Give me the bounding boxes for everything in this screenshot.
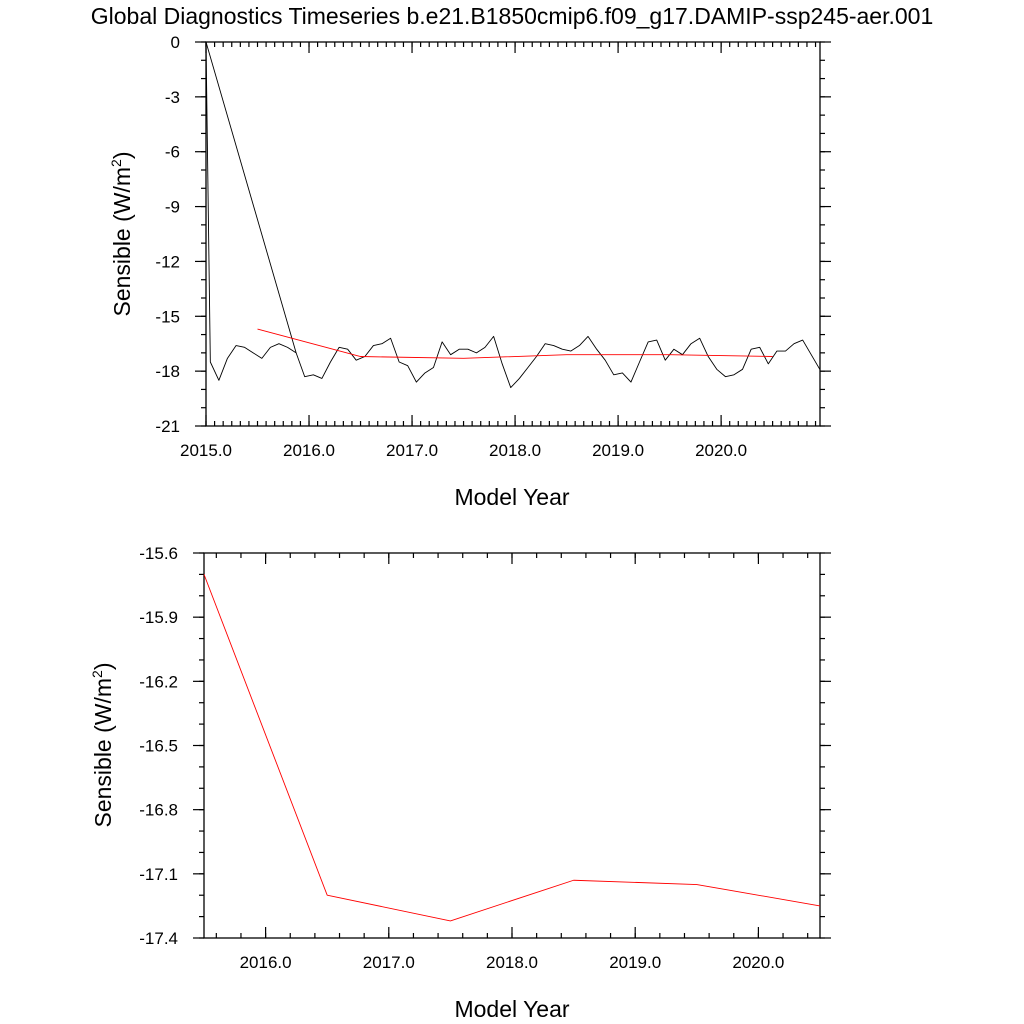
top-x-axis-label: Model Year (454, 484, 569, 510)
bottom-y-axis-label-main: Sensible (W/m (90, 678, 116, 828)
bottom-y-tick-label: -15.9 (139, 608, 178, 627)
bottom-series-layer (203, 574, 821, 922)
top-x-tick-label: 2016.0 (283, 441, 335, 460)
bottom-y-tick-label: -16.8 (139, 801, 178, 820)
top-panel: 2015.0 2016.0 2017.0 2018.0 2019.0 2020.0 -21 -… (108, 33, 831, 510)
bottom-y-tick-label: -15.6 (139, 544, 178, 563)
bottom-x-tick-label: 2017.0 (363, 953, 415, 972)
top-y-tick-label: -9 (165, 198, 180, 217)
top-y-axis-label-main: Sensible (W/m (109, 167, 135, 317)
top-y-tick-label: -12 (155, 252, 180, 271)
top-y-tick-label: -21 (155, 417, 180, 436)
bottom-x-tick-label: 2018.0 (486, 953, 538, 972)
bottom-y-axis-label-close: ) (90, 662, 116, 670)
top-y-tick-label: -6 (165, 143, 180, 162)
bottom-x-tick-label: 2019.0 (609, 953, 661, 972)
bottom-y-tick-label: -16.5 (139, 737, 178, 756)
bottom-y-axis-label-superscript: 2 (89, 670, 105, 678)
top-x-tick-label: 2017.0 (386, 441, 438, 460)
bottom-y-axis-label: Sensible (W/m2) (89, 662, 116, 827)
top-x-tick-label: 2015.0 (180, 441, 232, 460)
bottom-x-tick-label: 2016.0 (240, 953, 292, 972)
bottom-panel: 2016.0 2017.0 2018.0 2019.0 2020.0 -17.4 -17.1… (89, 544, 831, 1022)
top-x-tick-label: 2019.0 (592, 441, 644, 460)
bottom-x-tick-label: 2020.0 (732, 953, 784, 972)
bottom-series-line-0 (203, 574, 821, 922)
bottom-x-axis-label: Model Year (454, 996, 569, 1022)
top-series-layer (205, 41, 821, 389)
bottom-plot-frame (203, 552, 821, 939)
top-axis-ticks: 2015.0 2016.0 2017.0 2018.0 2019.0 2020.0 -21 -… (155, 33, 831, 460)
top-y-tick-label: -18 (155, 362, 180, 381)
top-x-tick-label: 2018.0 (489, 441, 541, 460)
bottom-axis-ticks: 2016.0 2017.0 2018.0 2019.0 2020.0 -17.4 -17.1… (139, 544, 831, 972)
bottom-y-tick-label: -16.2 (139, 672, 178, 691)
chart-title: Global Diagnostics Timeseries b.e21.B185… (91, 3, 934, 29)
top-series-line-0 (205, 41, 821, 389)
top-y-tick-label: 0 (171, 33, 180, 52)
top-y-tick-label: -15 (155, 307, 180, 326)
bottom-y-tick-label: -17.1 (139, 865, 178, 884)
top-x-tick-label: 2020.0 (695, 441, 747, 460)
top-y-axis-label-superscript: 2 (108, 159, 124, 167)
top-y-tick-label: -3 (165, 88, 180, 107)
top-series-line-1 (257, 328, 773, 359)
top-plot-frame (205, 41, 821, 427)
top-y-axis-label: Sensible (W/m2) (108, 151, 135, 316)
top-y-axis-label-close: ) (109, 151, 135, 159)
bottom-y-tick-label: -17.4 (139, 929, 178, 948)
